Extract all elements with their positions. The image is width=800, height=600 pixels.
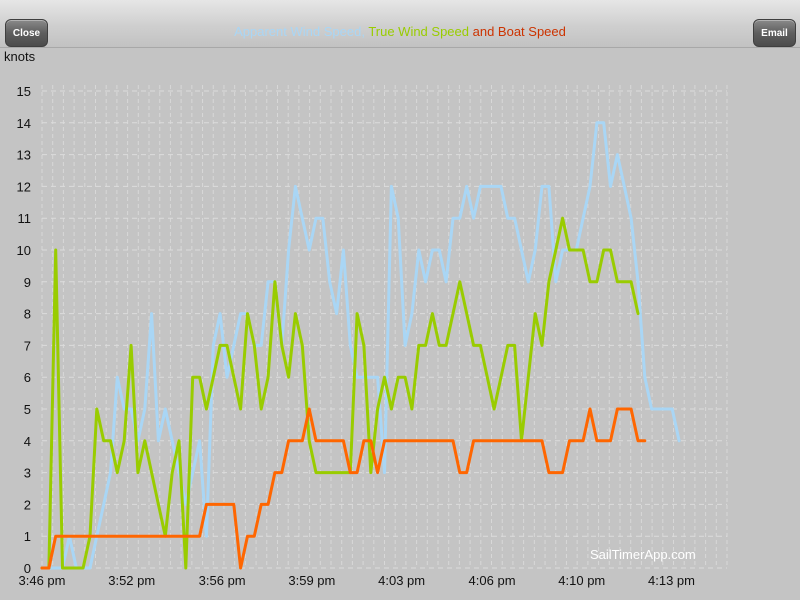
y-tick-label: 10 xyxy=(17,243,31,258)
y-tick-label: 12 xyxy=(17,179,31,194)
y-tick-label: 4 xyxy=(24,434,31,449)
watermark-text: SailTimerApp.com xyxy=(590,547,696,562)
y-tick-label: 0 xyxy=(24,561,31,576)
y-axis-unit-label: knots xyxy=(4,49,36,64)
y-tick-label: 14 xyxy=(17,116,31,131)
y-tick-label: 13 xyxy=(17,148,31,163)
x-tick-label: 3:59 pm xyxy=(288,573,335,588)
y-tick-label: 2 xyxy=(24,497,31,512)
vertical-grid xyxy=(41,85,728,568)
close-button[interactable]: Close xyxy=(5,19,48,47)
series-lines xyxy=(40,121,681,570)
series-line-true-wind-speed xyxy=(40,216,640,570)
title-part-0: Apparent Wind Speed xyxy=(234,24,362,39)
x-tick-label: 3:52 pm xyxy=(108,573,155,588)
x-tick-labels: 3:46 pm 3:52 pm 3:56 pm 3:59 pm 4:03 pm 4:06 … xyxy=(19,573,695,588)
x-tick-label: 4:13 pm xyxy=(648,573,695,588)
title-part-1: , xyxy=(361,24,369,39)
y-tick-label: 7 xyxy=(24,338,31,353)
email-button[interactable]: Email xyxy=(753,19,796,47)
y-tick-label: 1 xyxy=(24,529,31,544)
chart-title: Apparent Wind Speed, True Wind Speed and… xyxy=(0,24,800,39)
y-tick-label: 9 xyxy=(24,275,31,290)
y-tick-label: 3 xyxy=(24,466,31,481)
x-tick-label: 4:03 pm xyxy=(378,573,425,588)
x-tick-label: 4:06 pm xyxy=(469,573,516,588)
y-tick-label: 11 xyxy=(18,211,32,226)
title-part-3: and xyxy=(469,24,498,39)
top-toolbar: Close Apparent Wind Speed, True Wind Spe… xyxy=(0,0,800,48)
y-tick-label: 8 xyxy=(24,307,31,322)
y-tick-label: 15 xyxy=(17,84,31,99)
series-line-boat-speed xyxy=(40,407,647,570)
title-part-2: True Wind Speed xyxy=(368,24,469,39)
x-tick-label: 4:10 pm xyxy=(558,573,605,588)
x-tick-label: 3:56 pm xyxy=(199,573,246,588)
x-tick-label: 3:46 pm xyxy=(19,573,66,588)
horizontal-grid xyxy=(42,90,727,569)
y-tick-label: 6 xyxy=(24,370,31,385)
title-part-4: Boat Speed xyxy=(497,24,566,39)
y-tick-label: 5 xyxy=(24,402,31,417)
